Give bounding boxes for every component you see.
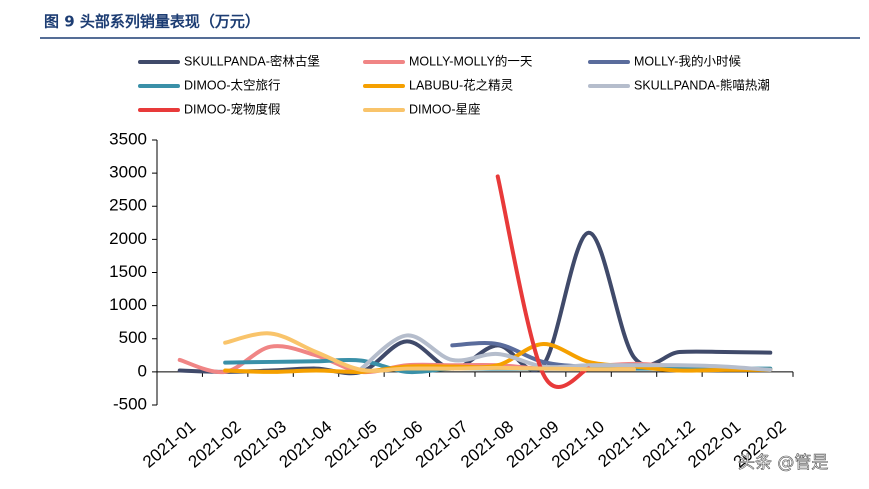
legend-label: DIMOO-宠物度假 — [184, 101, 281, 116]
series-line — [177, 230, 773, 376]
y-tick-label: 2500 — [109, 196, 147, 215]
series-line — [359, 333, 773, 372]
legend-label: SKULLPANDA-密林古堡 — [184, 53, 320, 68]
y-tick-label: 2000 — [109, 229, 147, 248]
legend-label: LABUBU-花之精灵 — [409, 77, 514, 92]
chart-title: 图 9 头部系列销量表现（万元） — [44, 13, 260, 31]
legend-label: DIMOO-星座 — [409, 101, 481, 116]
y-tick-label: 3000 — [109, 163, 147, 182]
y-tick-label: 1000 — [109, 295, 147, 314]
series-line — [223, 331, 636, 373]
watermark: 头条 @管是 — [738, 453, 828, 473]
legend-label: MOLLY-我的小时候 — [634, 53, 741, 68]
legend-label: DIMOO-太空旅行 — [184, 77, 281, 92]
y-tick-label: 1500 — [109, 262, 147, 281]
legend-label: SKULLPANDA-熊喵热潮 — [634, 77, 770, 92]
y-tick-label: 0 — [138, 361, 147, 380]
y-tick-label: 500 — [119, 328, 147, 347]
legend-label: MOLLY-MOLLY的一天 — [409, 53, 533, 68]
y-tick-label: -500 — [113, 394, 147, 413]
y-tick-label: 3500 — [109, 129, 147, 148]
series-line — [495, 174, 591, 389]
series-line — [223, 342, 773, 375]
